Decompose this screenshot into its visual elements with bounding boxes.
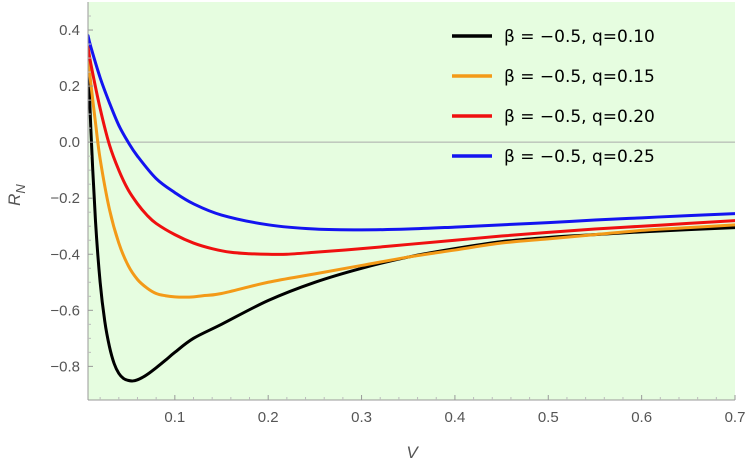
series-line-4 — [88, 34, 735, 232]
y-axis-title-subscript: N — [13, 184, 28, 194]
x-axis-title: V — [406, 443, 419, 462]
x-tick-label: 0.5 — [538, 409, 559, 426]
x-tick-label: 0.2 — [258, 409, 279, 426]
y-axis-title-main: R — [5, 194, 24, 206]
x-tick-label: 0.6 — [631, 409, 652, 426]
legend: β = −0.5, q=0.10 β = −0.5, q=0.15 β = −0.5… — [452, 27, 655, 167]
series-layer — [88, 34, 735, 383]
tick-marks-and-labels: 0.1 0.2 0.3 0.4 0.5 0.6 0.7 0.4 0.2 0.0 −0.2 −0.4 −0… — [50, 15, 746, 426]
y-tick-label: 0.4 — [59, 22, 80, 39]
x-tick-label: 0.3 — [351, 409, 372, 426]
series-line-2 — [88, 56, 735, 299]
y-tick-label: −0.4 — [50, 246, 80, 263]
y-axis-title: RN — [5, 184, 28, 206]
x-tick-label: 0.7 — [725, 409, 746, 426]
y-tick-label: −0.2 — [50, 190, 80, 207]
y-tick-label: −0.8 — [50, 358, 80, 375]
legend-label-2: β = −0.5, q=0.15 — [504, 67, 655, 87]
plot-background — [88, 2, 735, 400]
y-tick-label: −0.6 — [50, 302, 80, 319]
legend-label-3: β = −0.5, q=0.20 — [504, 107, 655, 127]
series-line-3 — [88, 45, 735, 256]
y-tick-label: 0.2 — [59, 78, 80, 95]
x-tick-label: 0.1 — [164, 409, 185, 426]
legend-label-4: β = −0.5, q=0.25 — [504, 147, 655, 167]
x-tick-label: 0.4 — [444, 409, 465, 426]
axes — [87, 2, 735, 401]
legend-label-1: β = −0.5, q=0.10 — [504, 27, 655, 47]
y-tick-label: 0.0 — [59, 134, 80, 151]
